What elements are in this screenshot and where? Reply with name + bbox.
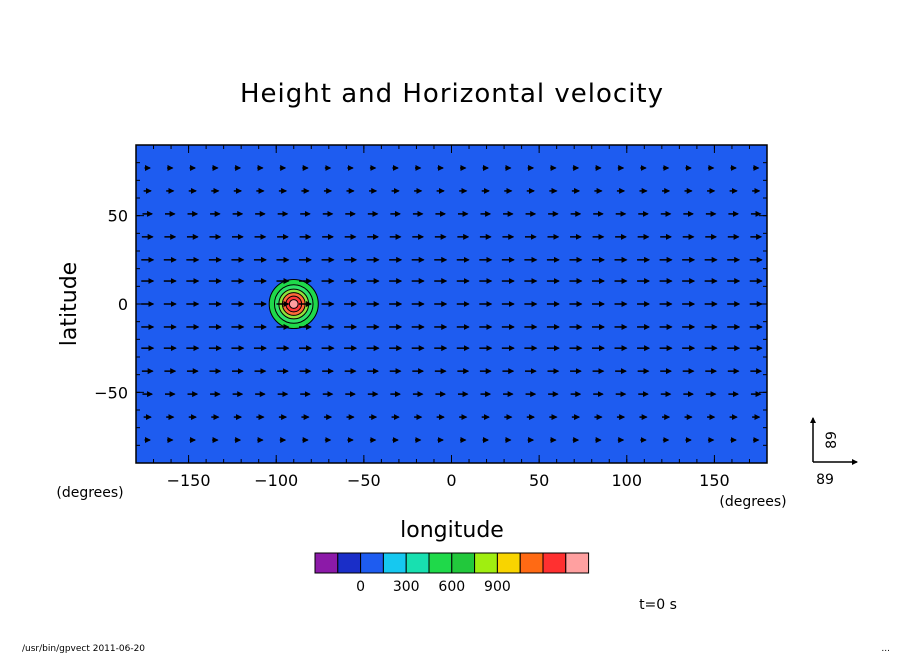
colorbar-swatch (496, 552, 521, 574)
y-tick-label: 50 (108, 207, 128, 226)
colorbar-swatch (337, 552, 362, 574)
colorbar-swatch (542, 552, 567, 574)
footer-right: ... (881, 644, 890, 654)
x-tick-label: −150 (167, 471, 211, 490)
colorbar-swatch (360, 552, 384, 574)
x-unit-label: (degrees) (56, 485, 123, 501)
y-unit-label: (degrees) (719, 494, 786, 510)
colorbar-swatch (314, 552, 339, 574)
x-tick-label: 50 (529, 471, 549, 490)
y-axis-title: latitude (57, 262, 82, 346)
reference-vector-u-label: 89 (816, 472, 834, 488)
footer-left: /usr/bin/gpvect 2011-06-20 (22, 644, 145, 654)
colorbar-swatch (474, 552, 498, 574)
colorbar-tick-label: 300 (393, 579, 420, 595)
colorbar-tick-label: 600 (438, 579, 465, 595)
y-tick-label: 0 (118, 295, 128, 314)
x-axis-title: longitude (400, 518, 504, 543)
colorbar-swatch (451, 552, 476, 574)
x-tick-labels: −150 −100 −50 0 50 100 150 (167, 471, 730, 490)
y-tick-labels: 50 0 −50 (94, 207, 128, 403)
axis-ticks (135, 144, 768, 464)
colorbar-swatch (428, 552, 453, 574)
colorbar-swatch (405, 552, 430, 574)
velocity-vectors (141, 164, 763, 444)
reference-vector-v-label: 89 (824, 431, 840, 449)
x-tick-label: 100 (612, 471, 643, 490)
chart-title: Height and Horizontal velocity (240, 79, 664, 109)
x-tick-label: −50 (347, 471, 381, 490)
height-contour-5 (288, 299, 299, 309)
plot-area (135, 144, 768, 464)
x-tick-label: 0 (446, 471, 456, 490)
colorbar-tick-label: 900 (484, 579, 511, 595)
reference-vector: 89 89 (810, 417, 858, 488)
y-tick-label: −50 (94, 383, 128, 402)
colorbar-swatch (382, 552, 407, 574)
time-label: t=0 s (639, 597, 677, 613)
colorbar-swatch (519, 552, 544, 574)
colorbar: 0 300 600 900 (314, 552, 590, 595)
x-tick-label: −100 (254, 471, 298, 490)
x-tick-label: 150 (699, 471, 730, 490)
colorbar-tick-label: 0 (356, 579, 365, 595)
colorbar-swatch (565, 552, 590, 574)
